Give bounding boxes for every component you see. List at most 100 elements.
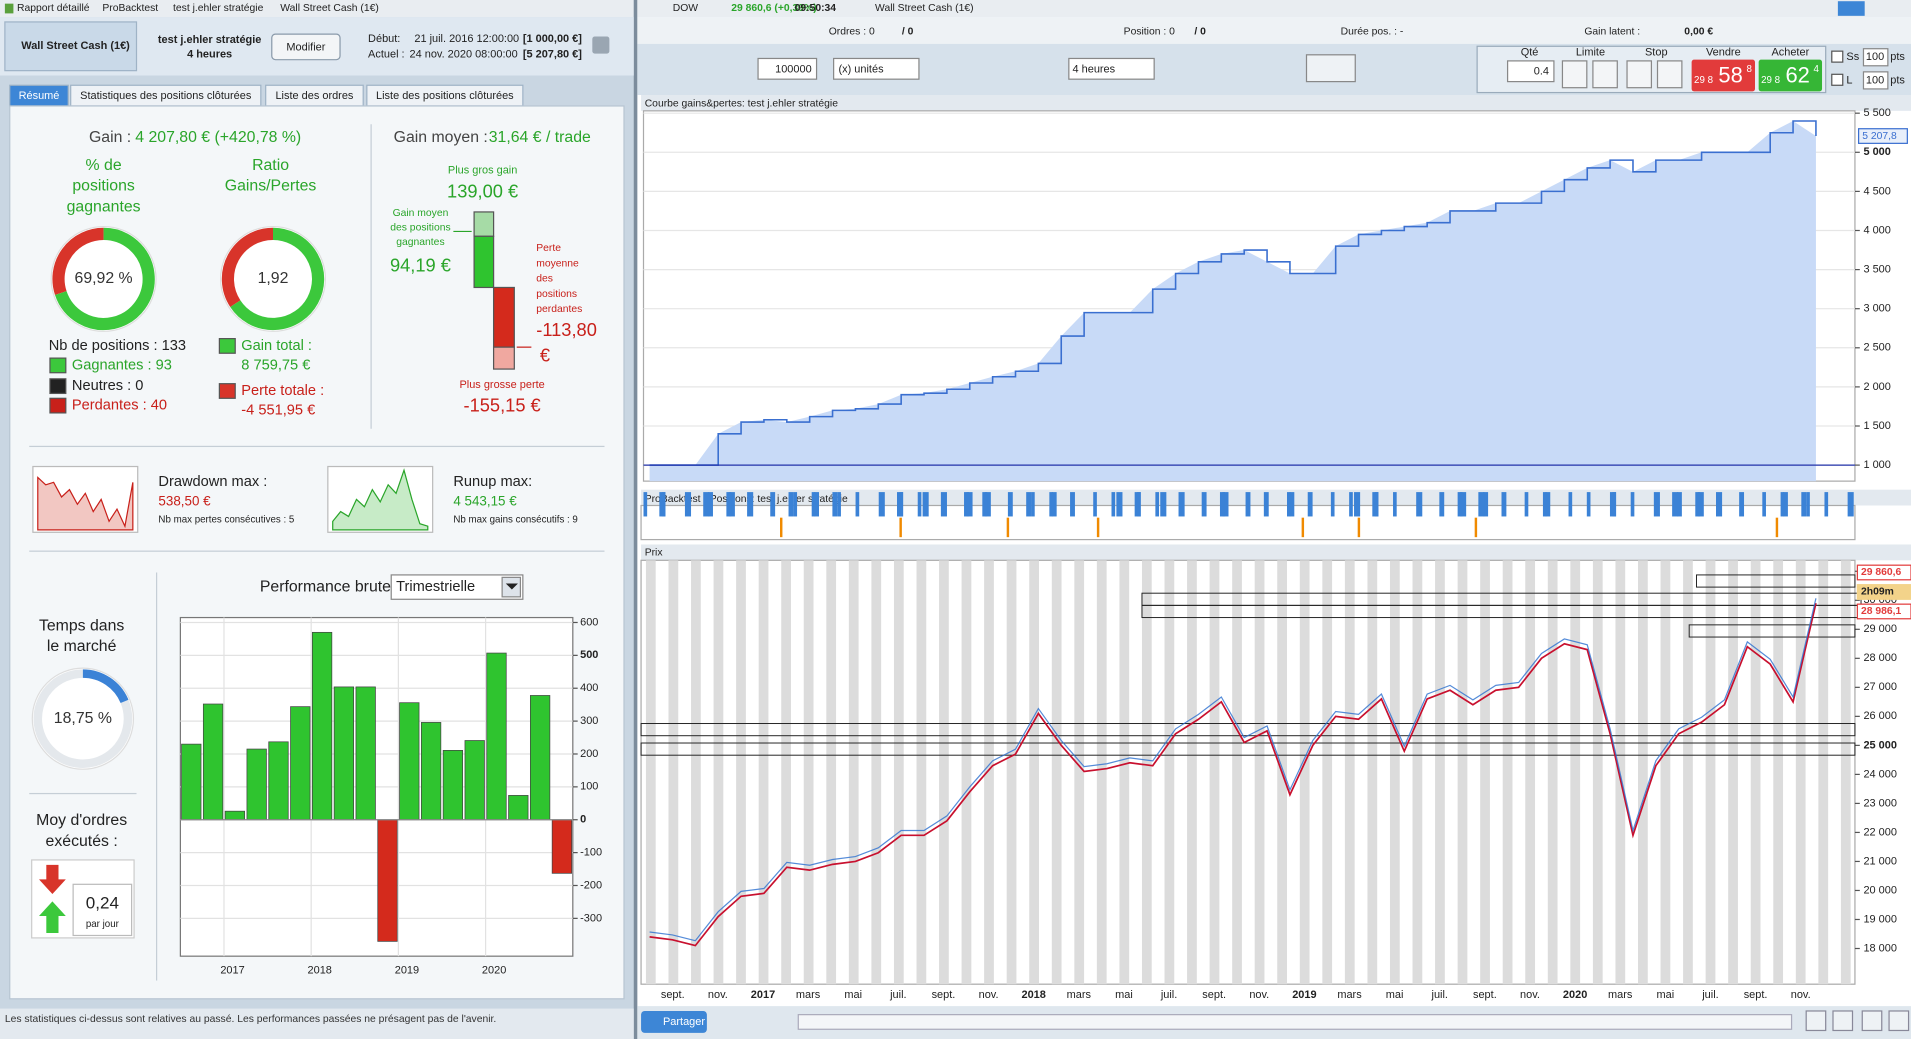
position-block (878, 492, 885, 517)
period-dropdown[interactable] (1068, 57, 1155, 80)
position-block (811, 492, 816, 517)
gauge-arc (230, 227, 325, 331)
x-tick-label: mars (1337, 989, 1362, 1001)
session-band (645, 560, 656, 985)
session-band (1164, 560, 1175, 985)
tab-label[interactable]: Résumé (19, 90, 60, 102)
sell-button[interactable] (1691, 59, 1755, 92)
tab-label[interactable]: Liste des ordres (275, 90, 353, 102)
y-tick-label: 28 000 (1863, 652, 1897, 664)
label[interactable]: 58 (1718, 63, 1742, 88)
y-tick-label: 23 000 (1863, 797, 1897, 809)
label: Nb max pertes consécutives : 5 (158, 515, 294, 526)
x-tick-label: sept. (932, 989, 956, 1001)
y-tick-label: 30 000 (1863, 594, 1897, 606)
dropdown-label[interactable]: Trimestrielle (396, 579, 475, 595)
x-tick-label: nov. (979, 989, 999, 1001)
label: ProBacktest - Positions: test j.ehler st… (645, 494, 848, 505)
order-button[interactable] (1561, 60, 1588, 89)
session-band (713, 560, 724, 985)
order-button[interactable] (1592, 60, 1618, 89)
label: Perdantes : 40 (72, 397, 167, 413)
position-block (1007, 492, 1013, 517)
chart-type-button[interactable] (1305, 54, 1356, 83)
units-dropdown[interactable] (833, 57, 920, 80)
session-band (1638, 560, 1648, 985)
breadcrumb: Wall Street Cash (1€) (280, 3, 379, 14)
session-band (1119, 560, 1130, 985)
equity-fill (649, 121, 1816, 482)
label[interactable]: 29 8 (1761, 75, 1780, 86)
gain-bar-avg (473, 235, 495, 289)
session-band (1840, 560, 1851, 985)
position-block (1501, 492, 1507, 517)
zoom-button[interactable] (1888, 1010, 1910, 1032)
y-tick-label: 2 500 (1863, 342, 1890, 354)
x-tick-label: nov. (708, 989, 728, 1001)
session-band (1412, 560, 1423, 985)
print-icon[interactable] (592, 36, 610, 54)
session-band (1232, 560, 1242, 985)
x-tick-label: sept. (1744, 989, 1768, 1001)
button-label[interactable]: Partager (663, 1016, 705, 1028)
session-band (1074, 560, 1085, 985)
period-dropdown[interactable] (390, 574, 524, 600)
session-band (1029, 560, 1039, 985)
zoom-button[interactable] (1805, 1010, 1827, 1032)
label: Ss (1846, 51, 1859, 63)
menu-button[interactable] (1837, 1, 1865, 16)
label: / 0 (1194, 26, 1206, 37)
scrollbar[interactable] (797, 1014, 1793, 1030)
zoom-button[interactable] (1861, 1010, 1883, 1032)
equity-line (649, 120, 1817, 466)
label: [5 207,80 €] (523, 49, 582, 61)
session-band (1570, 560, 1581, 985)
position-block (984, 492, 991, 517)
y-tick-label: 500 (580, 649, 598, 661)
position-block (1457, 492, 1463, 517)
label: gagnantes (67, 198, 141, 215)
level-box (1688, 624, 1856, 638)
label: Les statistiques ci-dessus sont relative… (5, 1014, 496, 1025)
qty-input[interactable] (1506, 60, 1555, 83)
checkbox[interactable] (1831, 50, 1844, 63)
panel-header (641, 489, 1911, 506)
label[interactable]: 4 heures (1072, 63, 1115, 75)
bar (464, 740, 485, 821)
x-tick-label: 2019 (1292, 989, 1316, 1001)
position-block (1155, 492, 1160, 517)
order-button[interactable] (1626, 60, 1653, 89)
x-tick-label: mars (796, 989, 821, 1001)
share-button[interactable] (641, 1010, 707, 1033)
label[interactable]: 0.4 (1534, 66, 1549, 78)
label[interactable]: 8 (1746, 64, 1751, 75)
position-block (1545, 492, 1551, 517)
label: Début: (368, 33, 400, 45)
label[interactable]: 100000 (775, 63, 812, 75)
splitter (633, 0, 638, 1039)
loss-bar-max (492, 346, 515, 370)
tab-label[interactable]: Liste des positions clôturées (376, 90, 514, 102)
label[interactable]: 29 8 (1694, 75, 1713, 86)
modify-button[interactable] (271, 33, 341, 61)
label[interactable]: 4 (1813, 64, 1819, 75)
sparkline (332, 468, 429, 531)
buy-button[interactable] (1758, 59, 1823, 92)
button-label[interactable]: Modifier (286, 41, 325, 53)
panel-header (641, 544, 1911, 561)
trade-marker (1301, 517, 1305, 538)
gauge-label: 18,75 % (54, 710, 112, 727)
label[interactable]: 62 (1785, 63, 1809, 88)
position-block (1697, 492, 1704, 517)
label: Vendre (1706, 46, 1741, 58)
quantity-input[interactable] (757, 57, 818, 80)
zoom-button[interactable] (1832, 1010, 1854, 1032)
bar (377, 819, 398, 942)
order-button[interactable] (1656, 60, 1683, 89)
divider (29, 792, 137, 795)
label[interactable]: (x) unités (839, 63, 885, 75)
position-block (728, 492, 735, 517)
checkbox[interactable] (1831, 73, 1844, 86)
value-badge (1857, 128, 1908, 144)
tab-label[interactable]: Statistiques des positions clôturées (80, 90, 252, 102)
